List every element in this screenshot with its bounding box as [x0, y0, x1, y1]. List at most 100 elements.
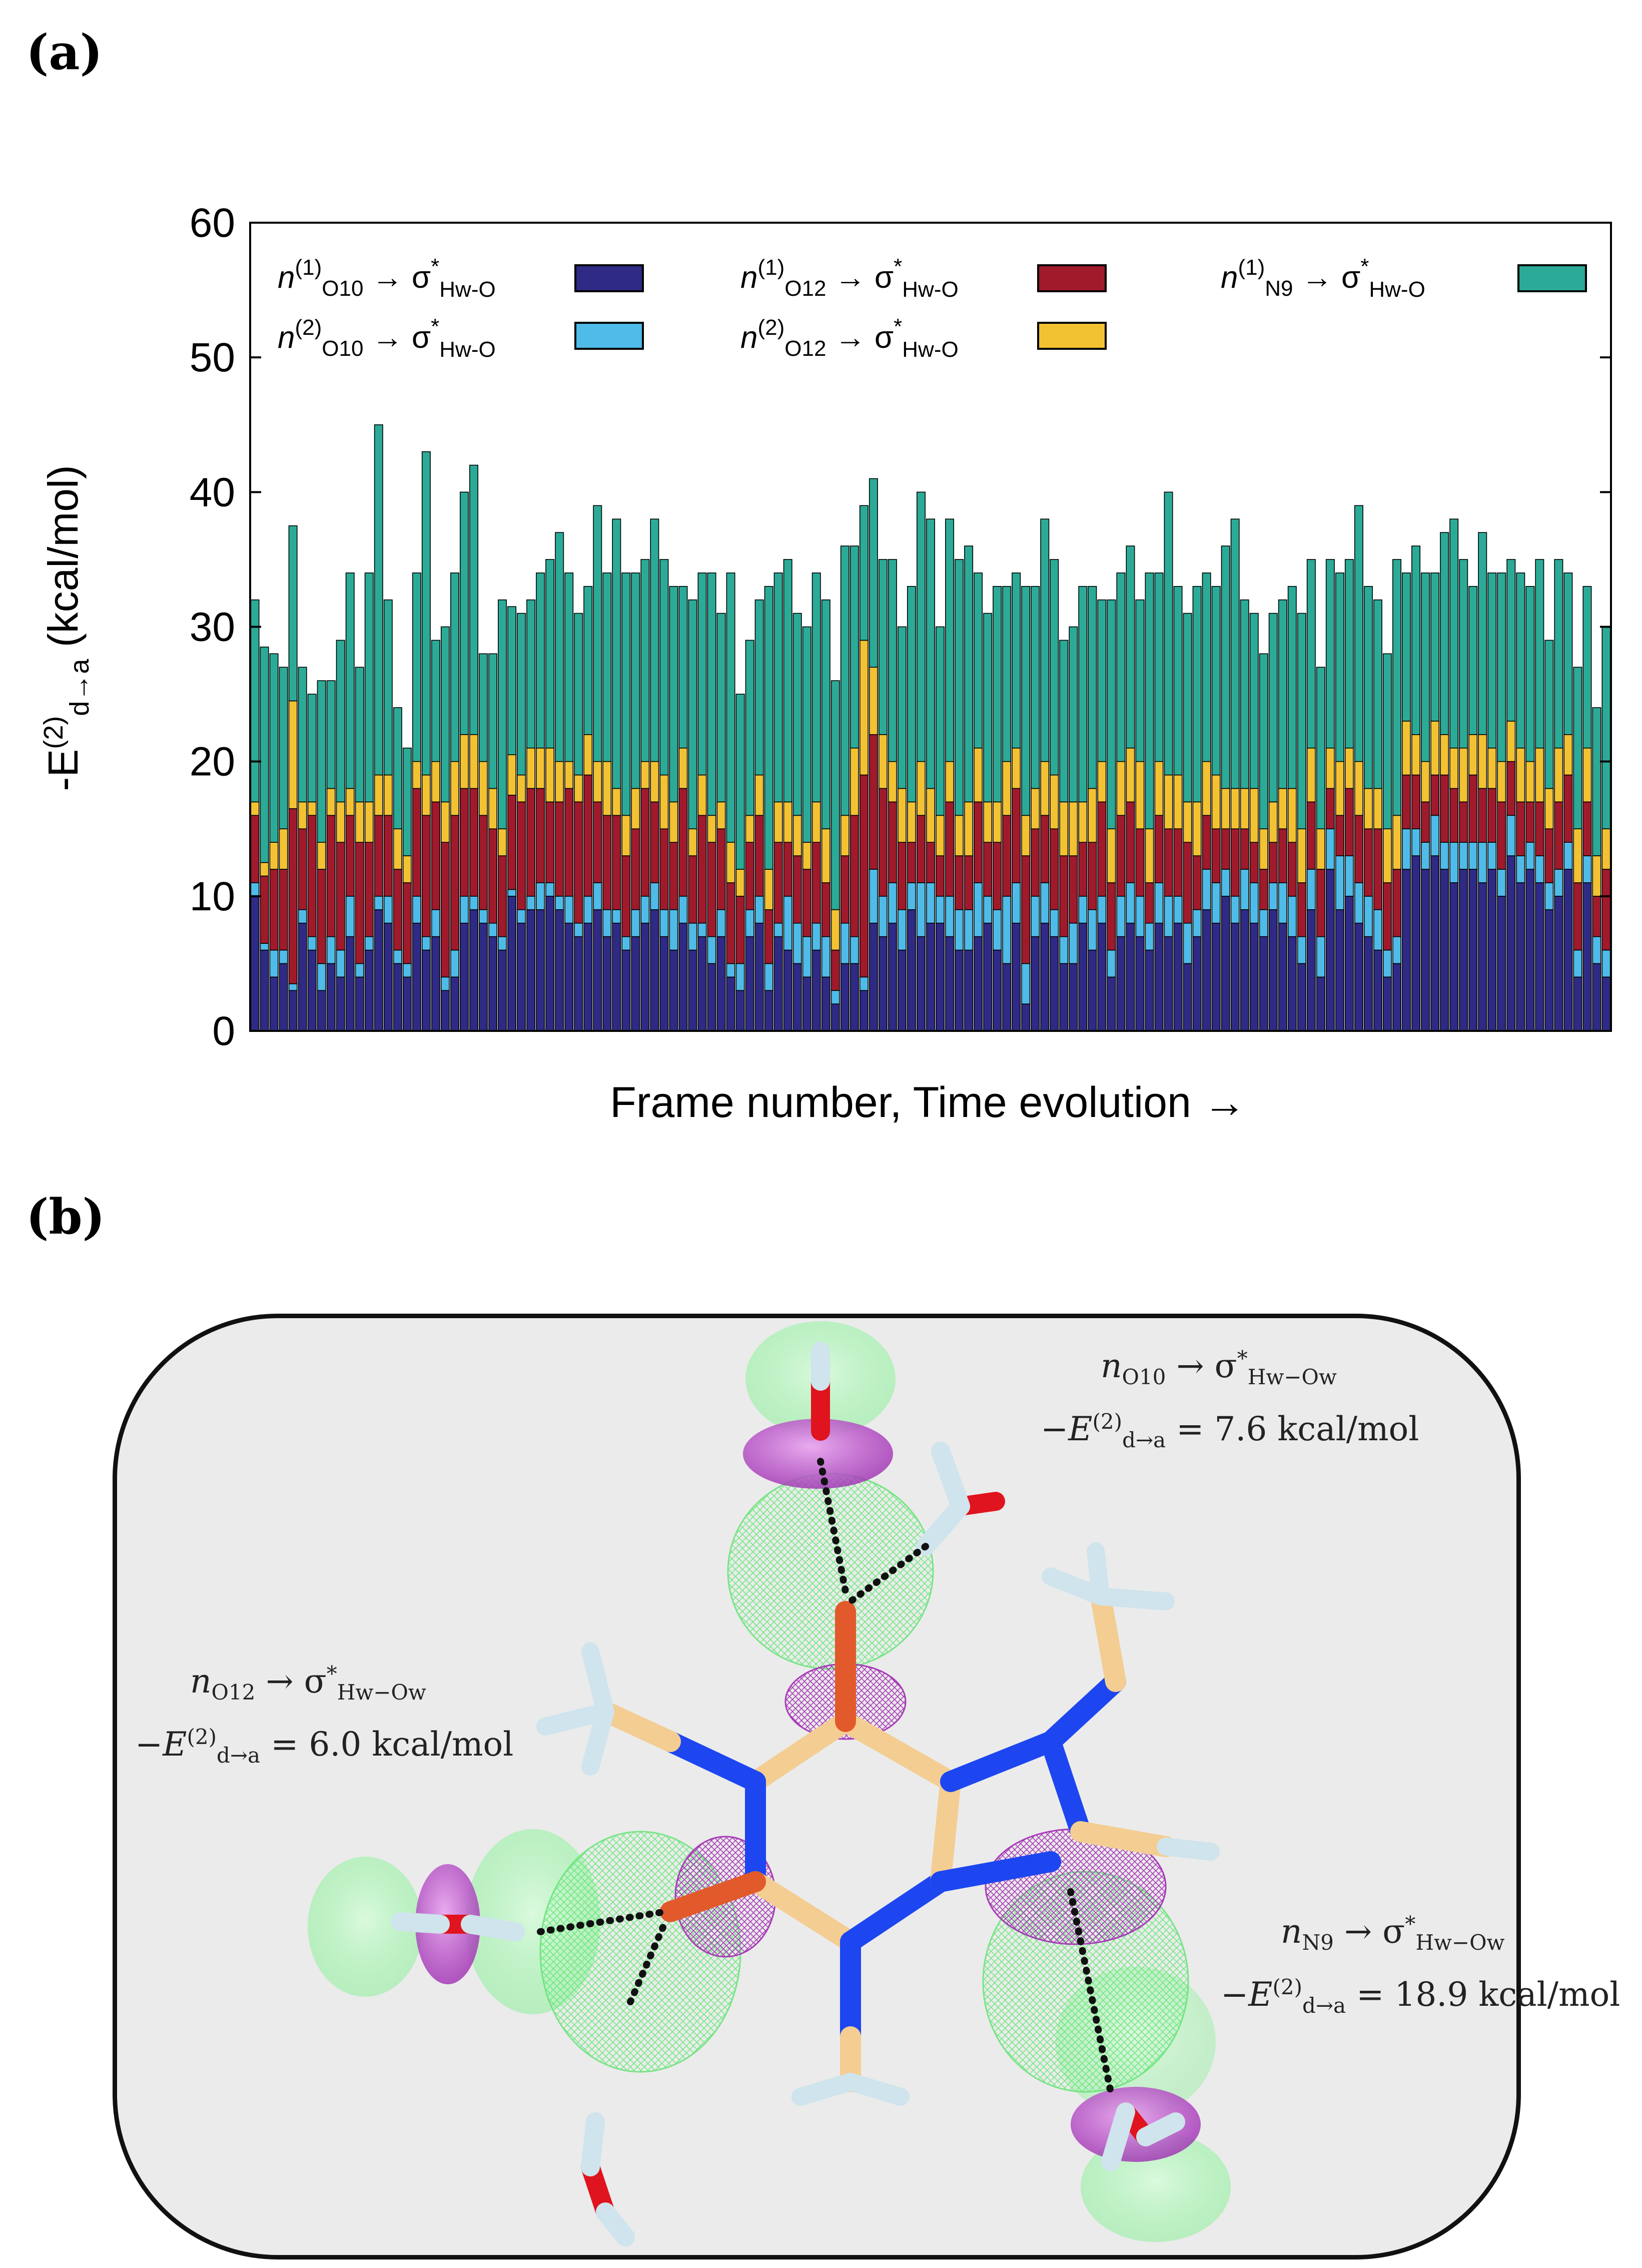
bar-frame-51-series-5	[726, 573, 735, 843]
bar-frame-88-series-5	[1078, 586, 1088, 803]
o10-e: −E	[1041, 1410, 1093, 1449]
bar-frame-57-series-5	[783, 559, 792, 803]
y-tick-label-0: 0	[212, 1008, 235, 1054]
h-methyl-topright-3	[1087, 1542, 1110, 1605]
bar-frame-7-series-5	[307, 694, 317, 803]
legend-swatch-4	[1037, 322, 1107, 350]
bar-frame-49-series-5	[707, 573, 716, 816]
annotation-n9: nN9 → σ*Hw−Ow −E(2)d→a = 18.9 kcal/mol	[1221, 1912, 1620, 2018]
legend-4-arrow: → σ	[826, 320, 894, 355]
bar-frame-68-series-5	[888, 559, 897, 762]
bar-frame-106-series-5	[1249, 613, 1259, 789]
bar-frame-126-series-5	[1440, 532, 1449, 735]
legend-3-arrow: → σ	[826, 260, 894, 295]
legend-3-n: n	[740, 260, 757, 295]
bar-frame-36-series-5	[583, 586, 593, 735]
ring-bond-c-n	[745, 1711, 856, 1792]
legend-4-sub: O12	[784, 336, 826, 361]
n9-methyl	[1040, 1731, 1091, 1842]
legend-3-sub: O12	[784, 276, 826, 301]
bar-frame-139-series-5	[1563, 573, 1573, 735]
annotation-o10-transition: nO10 → σ*Hw−Ow	[1101, 1346, 1419, 1389]
bar-frame-107-series-5	[1259, 653, 1268, 830]
water-right-h1	[1101, 2102, 1135, 2171]
water-left-h1	[391, 1912, 450, 1934]
bar-frame-125-series-5	[1430, 573, 1440, 722]
bar-frame-128-series-5	[1459, 559, 1468, 749]
n9-star: *	[1405, 1912, 1416, 1936]
water-bottom-left-h2	[596, 2202, 635, 2246]
panel-a-label: (a)	[26, 24, 103, 81]
bar-frame-72-series-5	[926, 518, 935, 789]
bar-frame-58-series-5	[792, 613, 802, 816]
bar-frame-26-series-5	[488, 653, 498, 789]
n-top-right	[940, 1731, 1061, 1792]
bar-frame-46-series-5	[678, 586, 688, 749]
h-methyl-bottom-2	[842, 2073, 910, 2106]
bar-frame-134-series-5	[1516, 573, 1525, 749]
y-tick-label-10: 10	[190, 874, 235, 919]
bar-frame-73-series-5	[936, 626, 945, 816]
y-axis-label: -E(2)d→a (kcal/mol)	[39, 465, 95, 791]
o12-n: n	[190, 1662, 212, 1700]
y-tick-label-30: 30	[190, 605, 235, 650]
n9-e-sub: d→a	[1302, 1993, 1346, 2018]
y-axis-label-sup: (2)	[39, 716, 69, 749]
bar-frame-31-series-5	[536, 573, 545, 749]
purple-lobe-top	[743, 1419, 893, 1489]
legend-label-2: n(2)O10 → σ*Hw-O	[278, 314, 496, 362]
bar-frame-37-series-5	[593, 505, 602, 762]
h-methyl-left-1	[581, 1642, 614, 1721]
bar-frame-52-series-5	[735, 694, 745, 870]
annotation-o12-energy: −E(2)d→a = 6.0 kcal/mol	[135, 1725, 513, 1768]
bar-frame-133-series-5	[1506, 559, 1516, 722]
methyl-top-right	[1090, 1586, 1126, 1692]
o10-e-value: = 7.6 kcal/mol	[1166, 1410, 1419, 1449]
bar-frame-40-series-5	[621, 573, 631, 816]
bar-frame-121-series-5	[1392, 559, 1402, 816]
hbond-top-2	[847, 1543, 929, 1605]
bar-frame-5-series-5	[288, 525, 298, 702]
n9-e-value: = 18.9 kcal/mol	[1346, 1975, 1620, 2014]
y-axis-label-minus-e: -E	[40, 749, 87, 791]
o12-e: −E	[135, 1725, 187, 1764]
y-tick-label-50: 50	[190, 335, 235, 380]
legend-4-sub2: Hw-O	[902, 337, 958, 362]
panel-b-label: (b)	[26, 1189, 105, 1245]
bar-frame-28-series-5	[507, 606, 517, 756]
bar-frame-22-series-5	[450, 573, 459, 762]
annotation-o10: nO10 → σ*Hw−Ow −E(2)d→a = 7.6 kcal/mol	[1041, 1346, 1419, 1453]
legend-2-arrow: → σ	[363, 320, 431, 355]
bar-frame-4-series-5	[279, 667, 288, 830]
bar-frame-10-series-5	[336, 640, 345, 803]
water-top2-h2	[916, 1497, 970, 1556]
bar-frame-75-series-5	[955, 559, 964, 816]
bar-frame-25-series-5	[479, 653, 488, 762]
bar-frame-103-series-5	[1221, 545, 1230, 789]
bar-frame-55-series-5	[764, 586, 773, 870]
hbond-left-2	[627, 1918, 669, 2005]
bar-frame-87-series-5	[1069, 626, 1078, 803]
bar-frame-45-series-5	[669, 586, 678, 803]
legend-5-n: n	[1221, 260, 1238, 295]
bar-frame-16-series-5	[393, 707, 402, 830]
n-top-right-2	[1040, 1671, 1126, 1752]
bar-frame-50-series-5	[716, 613, 726, 803]
bar-frame-112-series-5	[1306, 559, 1316, 749]
n-methyl-left	[660, 1731, 766, 1792]
legend-label-3: n(1)O12 → σ*Hw-O	[740, 254, 959, 302]
methyl-left	[595, 1701, 681, 1752]
bar-frame-70-series-5	[907, 586, 916, 803]
bar-frame-69-series-5	[897, 626, 907, 789]
legend-1-sub: O10	[322, 276, 363, 301]
o10-e-sub: d→a	[1122, 1428, 1166, 1453]
bar-frame-111-series-5	[1297, 613, 1306, 830]
bar-frame-82-series-5	[1021, 586, 1031, 816]
legend-2-sup: (2)	[295, 315, 322, 340]
n9-n: n	[1281, 1912, 1302, 1951]
bar-frame-100-series-5	[1192, 586, 1202, 803]
bar-frame-54-series-5	[754, 599, 764, 776]
bar-frame-47-series-5	[688, 599, 697, 830]
bar-frame-74-series-5	[945, 518, 955, 762]
legend-label-4: n(2)O12 → σ*Hw-O	[740, 314, 959, 362]
